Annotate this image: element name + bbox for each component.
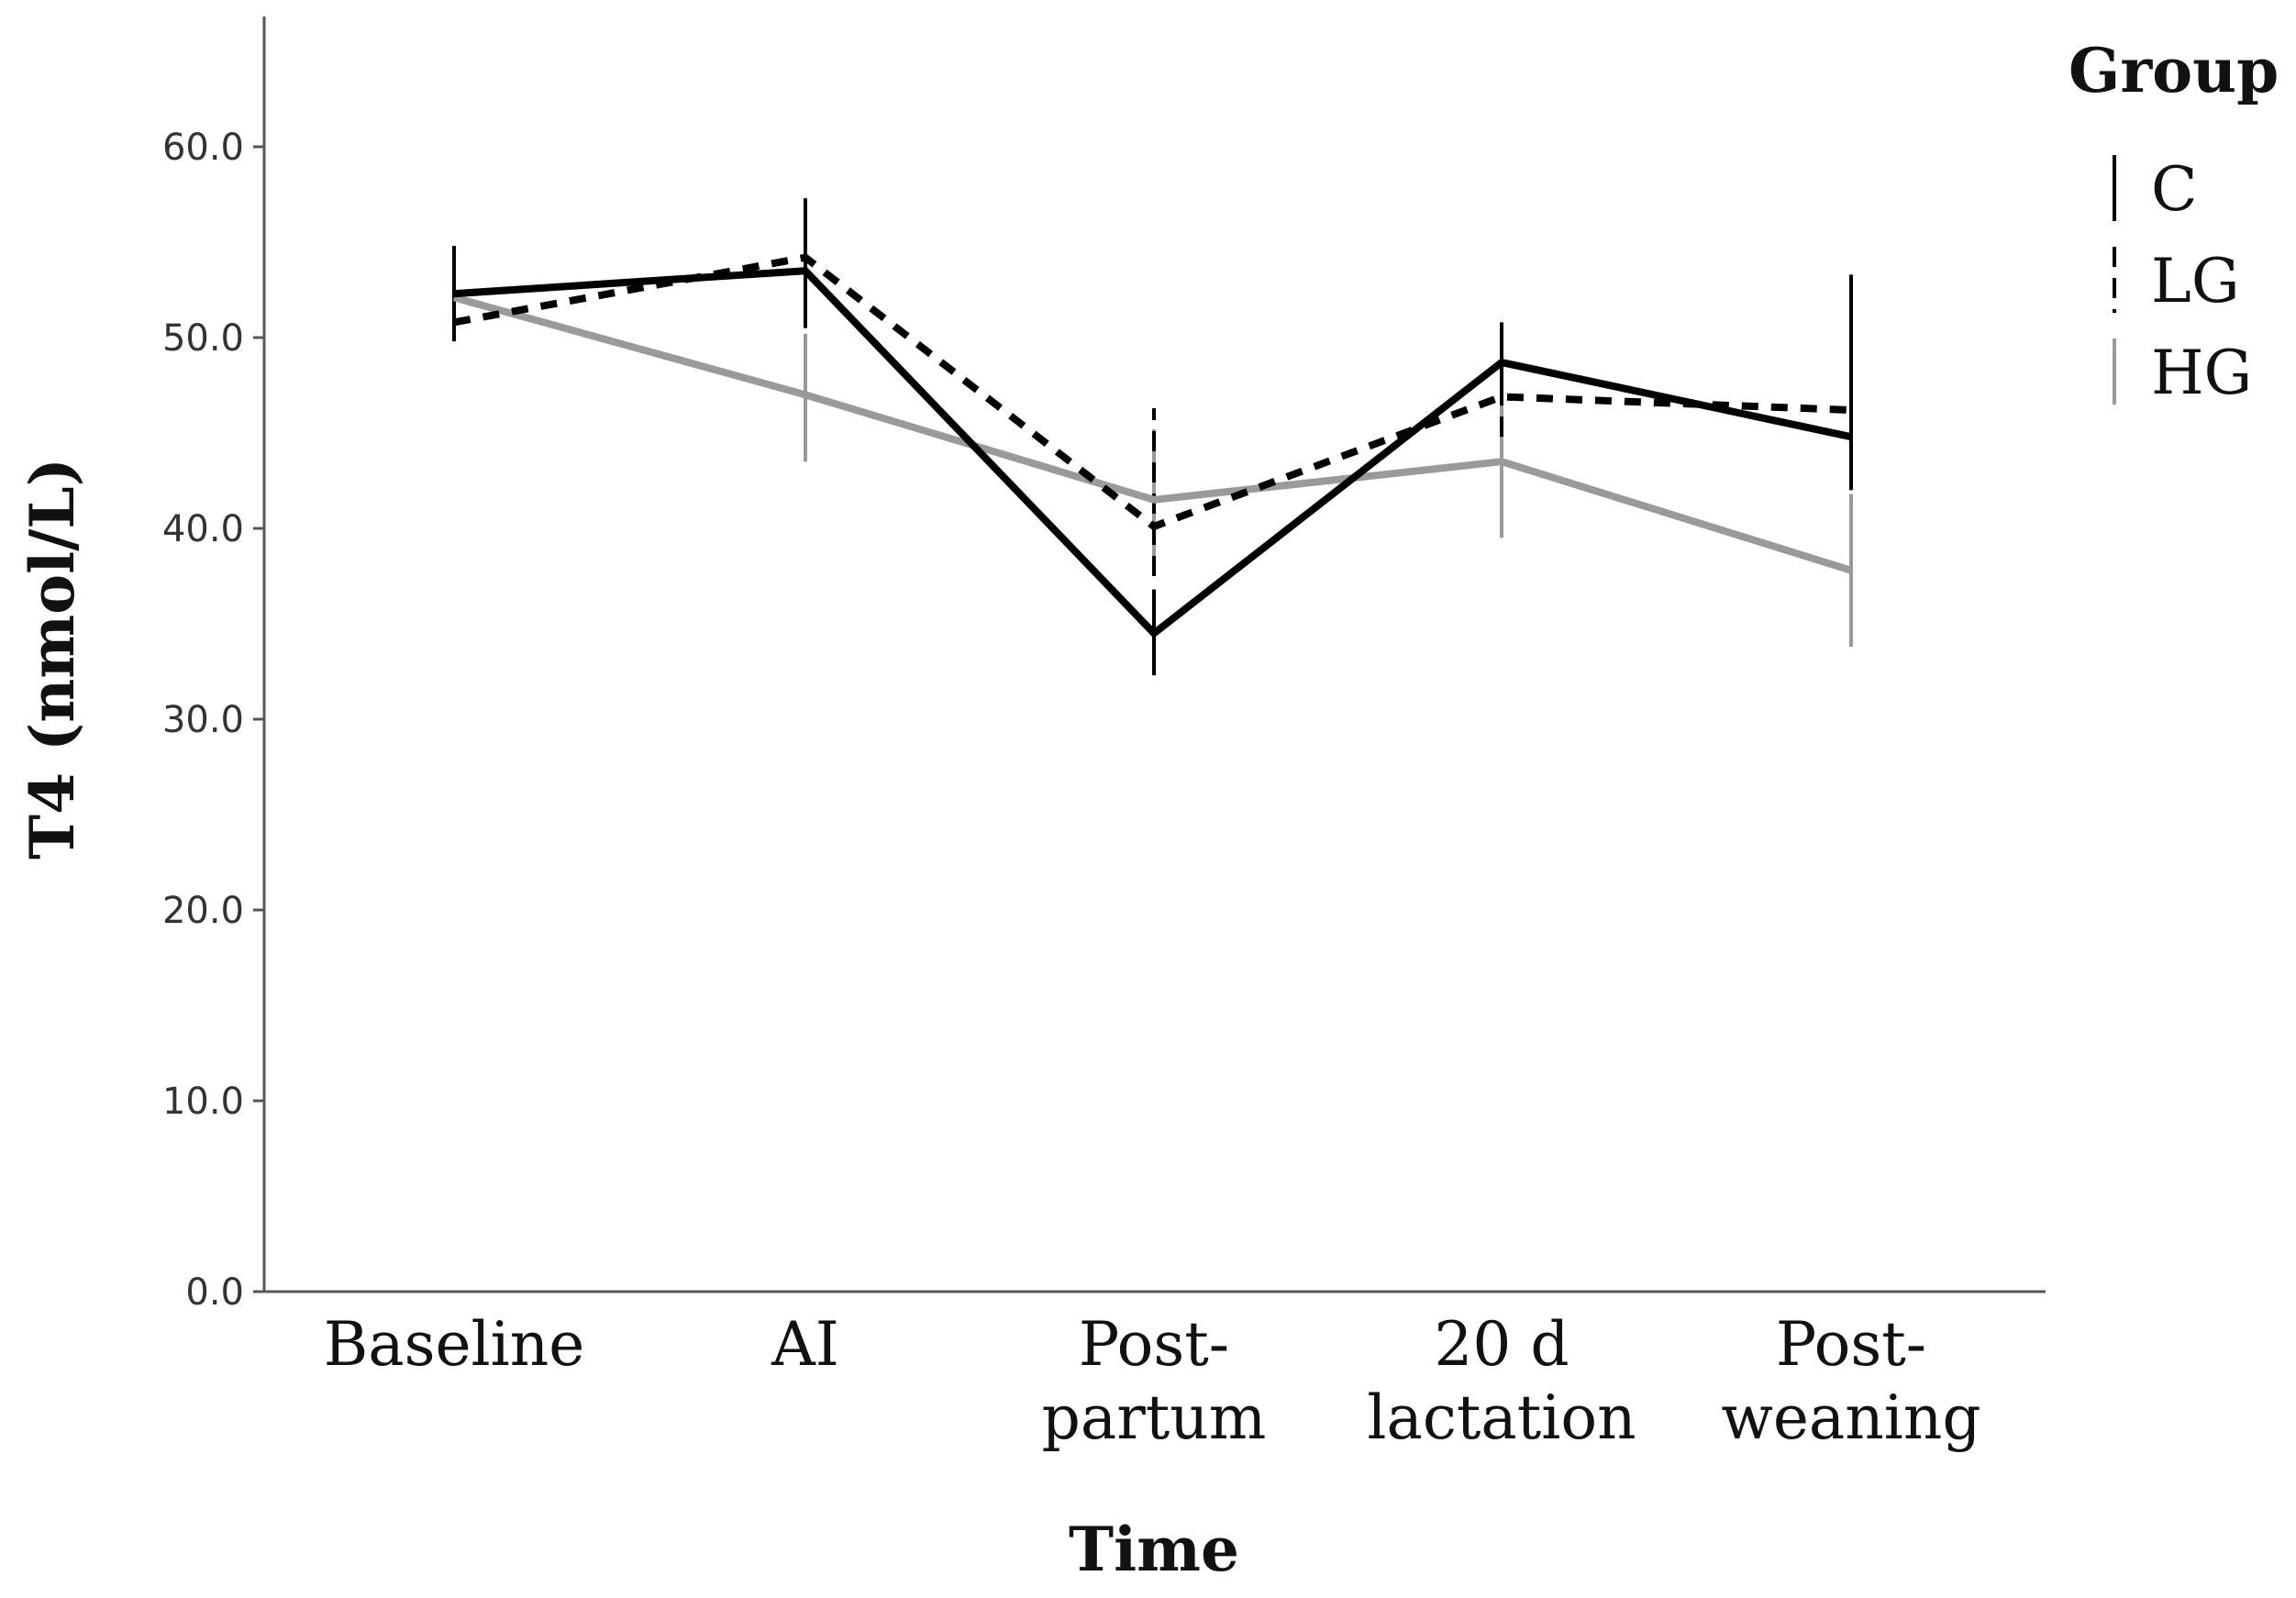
y-axis-ticks: 0.0 10.0 20.0 30.0 40.0 50.0 60.0: [162, 127, 264, 1314]
legend-entries: C LG HG: [2113, 154, 2252, 408]
x-tick-label: 20 d lactation: [1367, 1309, 1636, 1453]
x-tick-label: Post-partum: [1042, 1309, 1267, 1453]
y-tick-label: 0.0: [185, 1271, 244, 1314]
x-tick-label-line: lactation: [1367, 1382, 1636, 1453]
x-axis-ticks: Baseline AI Post-partum 20 d lactation Post-w…: [324, 1309, 1981, 1453]
x-tick-label-line: Post-: [1079, 1309, 1229, 1380]
legend: Group C LG HG: [2069, 35, 2279, 408]
x-tick-label-line: AI: [771, 1309, 839, 1380]
x-tick-label-line: Baseline: [324, 1309, 585, 1380]
y-axis-title: T4 (nmol/L): [17, 458, 88, 860]
y-tick-label: 20.0: [162, 890, 244, 932]
y-tick-label: 10.0: [162, 1081, 244, 1123]
legend-label-lg: LG: [2151, 246, 2240, 316]
error-bars: [452, 198, 1853, 676]
series-line-c: [453, 267, 1852, 638]
y-tick-label: 50.0: [162, 317, 244, 360]
legend-label-hg: HG: [2151, 338, 2252, 408]
x-tick-label-line: weaning: [1721, 1382, 1980, 1453]
x-tick-label: Baseline: [324, 1309, 585, 1380]
x-tick-label-line: partum: [1042, 1382, 1267, 1453]
y-tick-label: 30.0: [162, 699, 244, 741]
series-line-hg: [452, 294, 1853, 574]
x-axis-title: Time: [1069, 1514, 1239, 1585]
x-tick-label-line: Post-: [1776, 1309, 1926, 1380]
legend-label-c: C: [2151, 154, 2198, 225]
x-tick-label: AI: [771, 1309, 839, 1380]
series-lines: [452, 253, 1853, 638]
x-tick-label-line: 20 d: [1434, 1309, 1569, 1380]
legend-title: Group: [2069, 35, 2279, 106]
y-tick-label: 60.0: [162, 127, 244, 169]
x-tick-label: Post-weaning: [1721, 1309, 1980, 1453]
y-tick-label: 40.0: [162, 508, 244, 550]
